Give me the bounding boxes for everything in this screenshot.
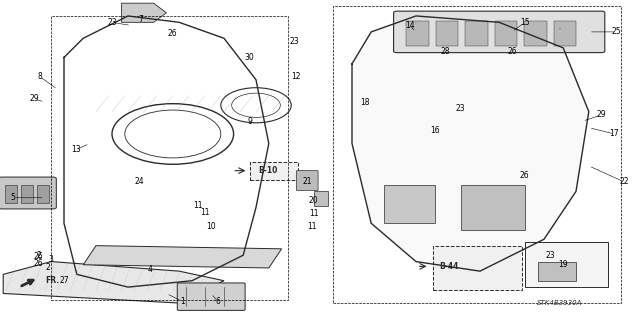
Text: 23: 23: [107, 18, 117, 27]
FancyBboxPatch shape: [525, 242, 608, 287]
Text: 7: 7: [138, 15, 143, 24]
Text: FR.: FR.: [45, 276, 59, 285]
Text: 1: 1: [180, 297, 185, 306]
Text: 23: 23: [289, 37, 300, 46]
Text: 25: 25: [611, 27, 621, 36]
Text: 8: 8: [37, 72, 42, 81]
Text: 2: 2: [45, 263, 51, 272]
Text: 16: 16: [430, 126, 440, 135]
Text: 26: 26: [168, 29, 178, 38]
Text: 29: 29: [596, 110, 607, 119]
Text: 24: 24: [134, 177, 145, 186]
Text: 6: 6: [215, 297, 220, 306]
Text: 29: 29: [29, 94, 39, 103]
Text: 2: 2: [36, 251, 41, 260]
Text: 4: 4: [148, 265, 153, 274]
FancyBboxPatch shape: [0, 177, 56, 209]
Text: B-10: B-10: [258, 166, 277, 175]
Text: 23: 23: [545, 251, 556, 260]
Polygon shape: [352, 16, 589, 271]
FancyBboxPatch shape: [250, 162, 298, 180]
Bar: [436, 21, 458, 46]
Text: 14: 14: [404, 21, 415, 30]
Text: 18: 18: [360, 98, 369, 107]
Text: 13: 13: [70, 145, 81, 154]
FancyBboxPatch shape: [394, 11, 605, 53]
Bar: [21, 185, 33, 203]
Bar: [465, 21, 488, 46]
Text: 26: 26: [507, 47, 517, 56]
FancyBboxPatch shape: [177, 283, 245, 310]
Text: 26: 26: [33, 259, 44, 268]
Polygon shape: [83, 246, 282, 268]
Text: 20: 20: [308, 197, 319, 205]
Text: 3: 3: [49, 256, 54, 264]
Text: 30: 30: [244, 53, 255, 62]
Bar: [524, 21, 547, 46]
Text: B-44: B-44: [439, 262, 458, 271]
Text: 26: 26: [520, 171, 530, 180]
Polygon shape: [3, 262, 224, 303]
Text: 26: 26: [33, 252, 44, 261]
Text: 11: 11: [308, 222, 317, 231]
Text: 10: 10: [206, 222, 216, 231]
Text: 17: 17: [609, 130, 620, 138]
Text: 22: 22: [620, 177, 628, 186]
Text: 27: 27: [59, 276, 69, 285]
Bar: [314, 191, 328, 206]
Text: 28: 28: [440, 47, 449, 56]
Bar: [495, 21, 517, 46]
Text: 12: 12: [292, 72, 301, 81]
Bar: [461, 185, 525, 230]
Bar: [406, 21, 429, 46]
Text: 21: 21: [303, 177, 312, 186]
FancyBboxPatch shape: [433, 246, 522, 290]
Text: STK4B3930A: STK4B3930A: [538, 300, 582, 306]
Text: 11: 11: [194, 201, 203, 210]
Text: 11: 11: [200, 208, 209, 217]
Text: 23: 23: [456, 104, 466, 113]
Text: 11: 11: [309, 209, 318, 218]
Text: 15: 15: [520, 18, 530, 27]
Bar: [538, 262, 576, 281]
Bar: [37, 185, 49, 203]
Bar: [554, 21, 576, 46]
Polygon shape: [122, 3, 166, 22]
Text: 19: 19: [558, 260, 568, 269]
Text: 5: 5: [10, 193, 15, 202]
FancyBboxPatch shape: [296, 171, 318, 190]
Bar: [384, 185, 435, 223]
Text: 9: 9: [247, 117, 252, 126]
Bar: [5, 185, 17, 203]
